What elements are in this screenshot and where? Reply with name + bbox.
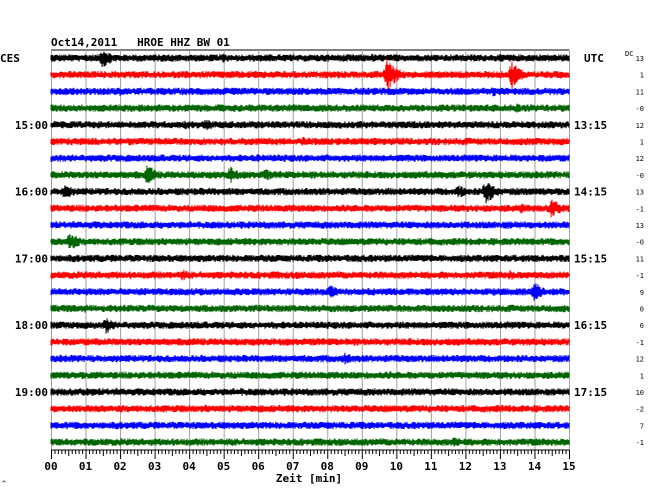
left-hour-label: 15:00 (15, 119, 48, 132)
dc-offset-value: 13 (636, 222, 644, 230)
trace-row-7 (50, 165, 570, 184)
trace-lines (50, 51, 570, 447)
x-tick-label: 05 (217, 460, 230, 473)
right-hour-label: 15:15 (574, 252, 607, 265)
dc-offset-value: 11 (636, 88, 644, 96)
left-timezone-label: CES (0, 52, 20, 65)
x-tick-label: 03 (148, 460, 161, 473)
left-hour-label: 19:00 (15, 386, 48, 399)
trace-row-8 (50, 183, 570, 204)
row-labels: 15:00 16:00 17:00 18:00 19:00 13:15 14:15 15:15… (15, 55, 644, 447)
trace-row-15 (50, 304, 570, 313)
time-axis: 00 01 02 03 04 05 06 07 08 09 10 11 12 13 14 15 (44, 449, 576, 473)
trace-row-4 (50, 119, 570, 131)
dc-offset-header: DC (625, 50, 633, 58)
right-hour-label: 16:15 (574, 319, 607, 332)
x-tick-label: 14 (528, 460, 542, 473)
trace-row-10 (50, 221, 570, 230)
dc-offset-value: -2 (636, 406, 644, 414)
x-tick-label: 02 (113, 460, 126, 473)
dc-offset-value: 12 (636, 356, 644, 364)
x-tick-label: 15 (562, 460, 575, 473)
trace-row-12 (50, 254, 570, 263)
trace-row-20 (50, 387, 570, 396)
trace-row-22 (50, 421, 570, 430)
dc-offset-value: 9 (640, 289, 644, 297)
right-hour-label: 17:15 (574, 386, 607, 399)
x-tick-label: 13 (493, 460, 506, 473)
dc-offset-value: 0 (640, 306, 644, 314)
x-tick-label: 11 (424, 460, 438, 473)
trace-row-21 (50, 404, 570, 413)
trace-row-23 (50, 437, 570, 447)
trace-row-3 (50, 103, 570, 113)
dc-offset-value: 13 (636, 55, 644, 63)
dc-offset-value: 13 (636, 189, 644, 197)
x-axis-label: Zeit [min] (276, 472, 342, 485)
trace-row-1 (50, 59, 570, 93)
trace-row-13 (50, 269, 570, 281)
x-tick-label: 00 (44, 460, 57, 473)
dc-offset-value: -1 (636, 205, 644, 213)
x-tick-label: 04 (183, 460, 197, 473)
trace-row-6 (50, 154, 570, 162)
dc-offset-value: -0 (636, 239, 644, 247)
trace-row-5 (50, 136, 570, 146)
trace-row-16 (50, 318, 570, 334)
x-tick-label: 01 (79, 460, 93, 473)
dc-offset-value: -1 (636, 339, 644, 347)
trace-row-2 (50, 87, 570, 97)
left-hour-label: 18:00 (15, 319, 48, 332)
dc-offset-value: 10 (636, 389, 644, 397)
footer-mark: ^ (2, 480, 6, 488)
left-hour-label: 16:00 (15, 186, 48, 199)
dc-offset-value: 11 (636, 255, 644, 263)
right-hour-label: 14:15 (574, 186, 607, 199)
dc-offset-value: -0 (636, 105, 644, 113)
x-tick-label: 06 (252, 460, 266, 473)
left-hour-label: 17:00 (15, 252, 48, 265)
trace-row-19 (50, 371, 570, 380)
x-tick-label: 09 (355, 460, 368, 473)
dc-offset-value: 12 (636, 122, 644, 130)
dc-offset-value: -1 (636, 272, 644, 280)
dc-offset-value: 6 (640, 322, 644, 330)
chart-title: Oct14,2011 HROE HHZ BW 01 (51, 36, 230, 49)
trace-row-18 (50, 352, 570, 365)
x-tick-label: 08 (321, 460, 334, 473)
dc-offset-value: 1 (640, 72, 644, 80)
right-timezone-label: UTC (584, 52, 604, 65)
x-tick-label: 07 (286, 460, 299, 473)
trace-row-14 (50, 283, 570, 301)
dc-offset-value: 12 (636, 155, 644, 163)
trace-row-11 (50, 234, 570, 249)
dc-offset-value: 1 (640, 139, 644, 147)
trace-row-17 (50, 338, 570, 346)
dc-offset-value: -0 (636, 172, 644, 180)
trace-row-0 (50, 51, 570, 68)
right-hour-label: 13:15 (574, 119, 607, 132)
x-tick-label: 12 (459, 460, 472, 473)
dc-offset-value: -1 (636, 439, 644, 447)
dc-offset-value: 1 (640, 372, 644, 380)
time-gridlines (51, 49, 570, 450)
x-tick-label: 10 (390, 460, 403, 473)
trace-row-9 (50, 199, 570, 218)
dc-offset-value: 7 (640, 422, 644, 430)
